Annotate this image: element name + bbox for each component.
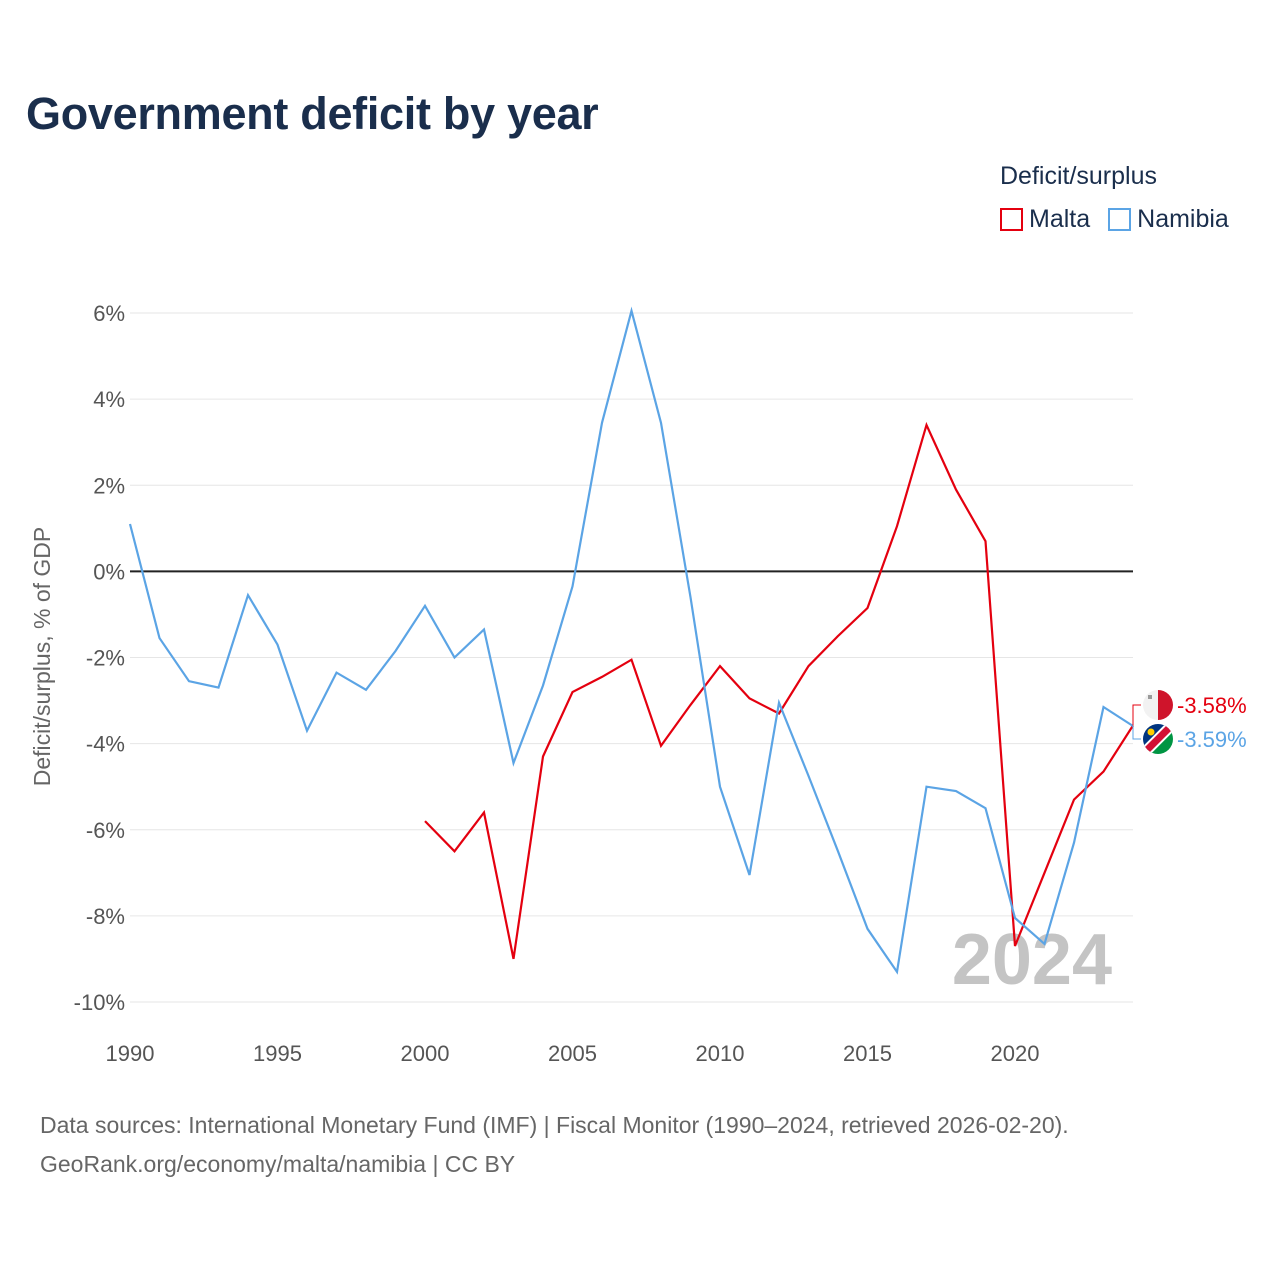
y-tick-label: -2% [86, 646, 125, 671]
end-value-label-namibia: -3.59% [1177, 727, 1247, 752]
legend: Deficit/surplus Malta Namibia [1000, 162, 1247, 234]
namibia-flag-red-band [1143, 724, 1173, 754]
chart-title: Government deficit by year [26, 88, 599, 139]
end-value-label-malta: -3.58% [1177, 693, 1247, 718]
legend-items: Malta Namibia [1000, 205, 1247, 234]
series-line-malta [424, 421, 1134, 960]
legend-item-namibia[interactable]: Namibia [1108, 205, 1229, 234]
y-tick-label: -8% [86, 904, 125, 929]
source-credit: GeoRank.org/economy/malta/namibia | CC B… [40, 1145, 1069, 1184]
malta-flag-cross [1148, 695, 1152, 699]
end-connector-namibia [1132, 726, 1141, 740]
series-line-namibia [128, 306, 1134, 975]
legend-swatch-namibia [1108, 208, 1132, 231]
malta-flag-red [1158, 690, 1173, 720]
source-note: Data sources: International Monetary Fun… [40, 1106, 1069, 1184]
x-tick-label: 2015 [843, 1041, 892, 1066]
y-tick-label: 0% [93, 559, 125, 584]
legend-label-malta: Malta [1029, 205, 1091, 233]
x-tick-label: 2005 [548, 1041, 597, 1066]
namibia-flag-icon [1143, 724, 1173, 754]
source-text: Data sources: International Monetary Fun… [40, 1112, 1069, 1138]
license-text: | CC BY [426, 1151, 516, 1177]
legend-label-namibia: Namibia [1137, 205, 1229, 233]
y-tick-label: 6% [93, 301, 125, 326]
malta-flag-body [1143, 690, 1173, 720]
source-link[interactable]: GeoRank.org/economy/malta/namibia [40, 1151, 427, 1177]
namibia-flag-sun [1147, 728, 1155, 736]
y-tick-label: -10% [74, 990, 125, 1015]
legend-title: Deficit/surplus [1000, 162, 1157, 190]
malta-flag-white [1143, 690, 1158, 720]
legend-swatch-malta [1000, 208, 1023, 231]
x-tick-label: 2020 [991, 1041, 1040, 1066]
end-connector-malta [1132, 704, 1141, 726]
x-tick-label: 1995 [253, 1041, 302, 1066]
x-tick-label: 2000 [401, 1041, 450, 1066]
x-tick-label: 1990 [106, 1041, 155, 1066]
namibia-flag-body [1143, 724, 1173, 754]
y-tick-label: 2% [93, 473, 125, 498]
legend-item-malta[interactable]: Malta [1000, 205, 1090, 234]
y-tick-label: 4% [93, 387, 125, 412]
y-tick-label: -6% [86, 818, 125, 843]
y-axis-label: Deficit/surplus, % of GDP [29, 527, 55, 786]
malta-flag-icon [1143, 690, 1173, 720]
x-tick-label: 2010 [696, 1041, 745, 1066]
y-tick-label: -4% [86, 732, 125, 757]
